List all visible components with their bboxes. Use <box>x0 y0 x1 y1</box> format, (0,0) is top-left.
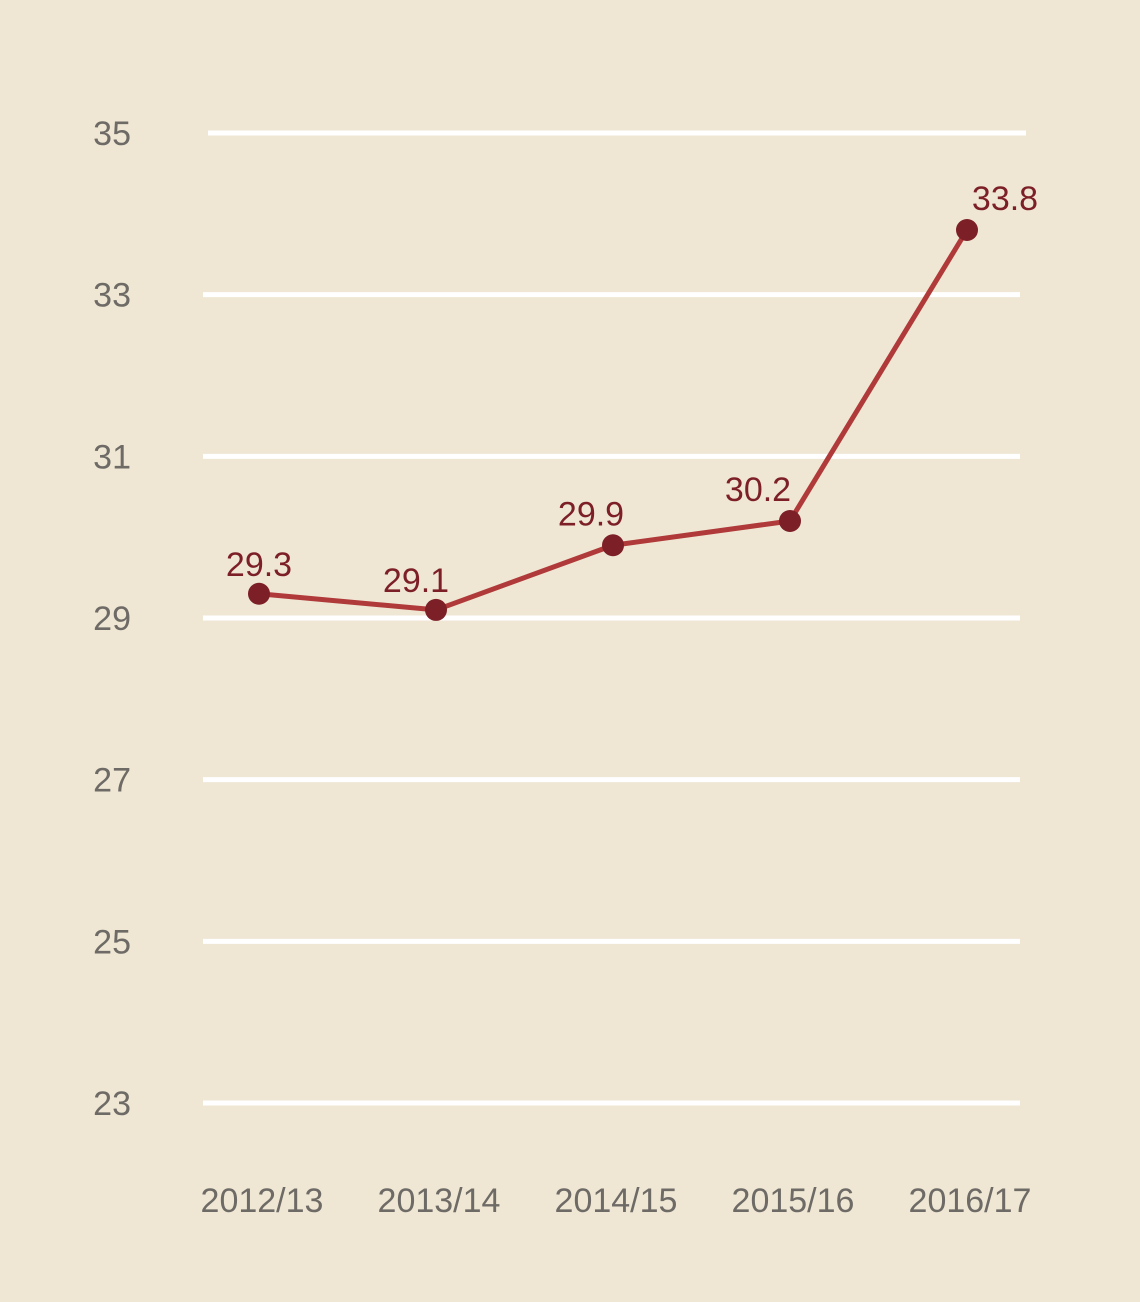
y-tick-label: 25 <box>93 923 131 961</box>
y-tick-label: 33 <box>93 277 131 315</box>
y-tick-label: 35 <box>93 115 131 153</box>
gridlines <box>203 130 1026 1106</box>
y-tick-label: 31 <box>93 438 131 476</box>
x-tick-label: 2015/16 <box>732 1182 855 1220</box>
data-point-2015-16 <box>779 510 801 532</box>
series-group <box>248 219 978 621</box>
data-point-2012-13 <box>248 582 270 605</box>
data-point-2014-15 <box>602 534 624 557</box>
data-label: 29.1 <box>383 562 449 600</box>
data-label: 29.9 <box>558 495 624 533</box>
x-tick-label: 2012/13 <box>201 1182 324 1220</box>
x-tick-label: 2014/15 <box>555 1182 678 1220</box>
y-tick-label: 29 <box>93 600 131 638</box>
data-label: 33.8 <box>972 180 1038 218</box>
x-tick-label: 2013/14 <box>378 1182 501 1220</box>
data-label: 30.2 <box>725 471 791 509</box>
data-labels: 29.3 29.1 29.9 30.2 33.8 <box>226 180 1038 600</box>
y-tick-label: 23 <box>93 1085 131 1123</box>
data-point-2016-17 <box>956 219 978 241</box>
x-tick-label: 2016/17 <box>909 1182 1032 1220</box>
y-axis-tick-labels: 23 25 27 29 31 33 35 <box>93 115 131 1123</box>
data-point-2013-14 <box>425 598 447 621</box>
y-tick-label: 27 <box>93 762 131 800</box>
data-label: 29.3 <box>226 546 292 584</box>
x-axis-tick-labels: 2012/13 2013/14 2014/15 2015/16 2016/17 <box>201 1182 1032 1220</box>
